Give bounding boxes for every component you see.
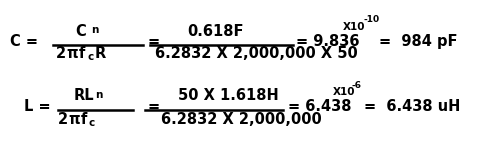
Text: 6.2832 X 2,000,000 X 50: 6.2832 X 2,000,000 X 50 <box>155 46 358 62</box>
Text: f: f <box>80 112 87 128</box>
Text: -6: -6 <box>352 81 362 90</box>
Text: C: C <box>75 24 86 39</box>
Text: =: = <box>148 34 160 49</box>
Text: 2: 2 <box>56 46 66 62</box>
Text: = 6.438: = 6.438 <box>288 99 351 114</box>
Text: =: = <box>148 99 160 114</box>
Text: 50 X 1.618H: 50 X 1.618H <box>178 88 278 104</box>
Text: n: n <box>92 25 99 35</box>
Text: RL: RL <box>74 88 94 104</box>
Text: 0.618F: 0.618F <box>188 24 244 39</box>
Text: π: π <box>68 112 80 128</box>
Text: c: c <box>88 118 95 128</box>
Text: n: n <box>95 90 102 99</box>
Text: -10: -10 <box>363 15 379 24</box>
Text: L =: L = <box>24 99 50 114</box>
Text: f: f <box>79 46 86 62</box>
Text: 6.2832 X 2,000,000: 6.2832 X 2,000,000 <box>161 112 322 128</box>
Text: =  984 pF: = 984 pF <box>379 34 458 49</box>
Text: X10: X10 <box>332 87 355 97</box>
Text: c: c <box>87 52 93 62</box>
Text: R: R <box>95 46 106 62</box>
Text: X10: X10 <box>342 22 365 32</box>
Text: =  6.438 uH: = 6.438 uH <box>364 99 460 114</box>
Text: = 9.836: = 9.836 <box>296 34 360 49</box>
Text: π: π <box>66 46 78 62</box>
Text: C =: C = <box>10 34 38 49</box>
Text: 2: 2 <box>58 112 68 128</box>
